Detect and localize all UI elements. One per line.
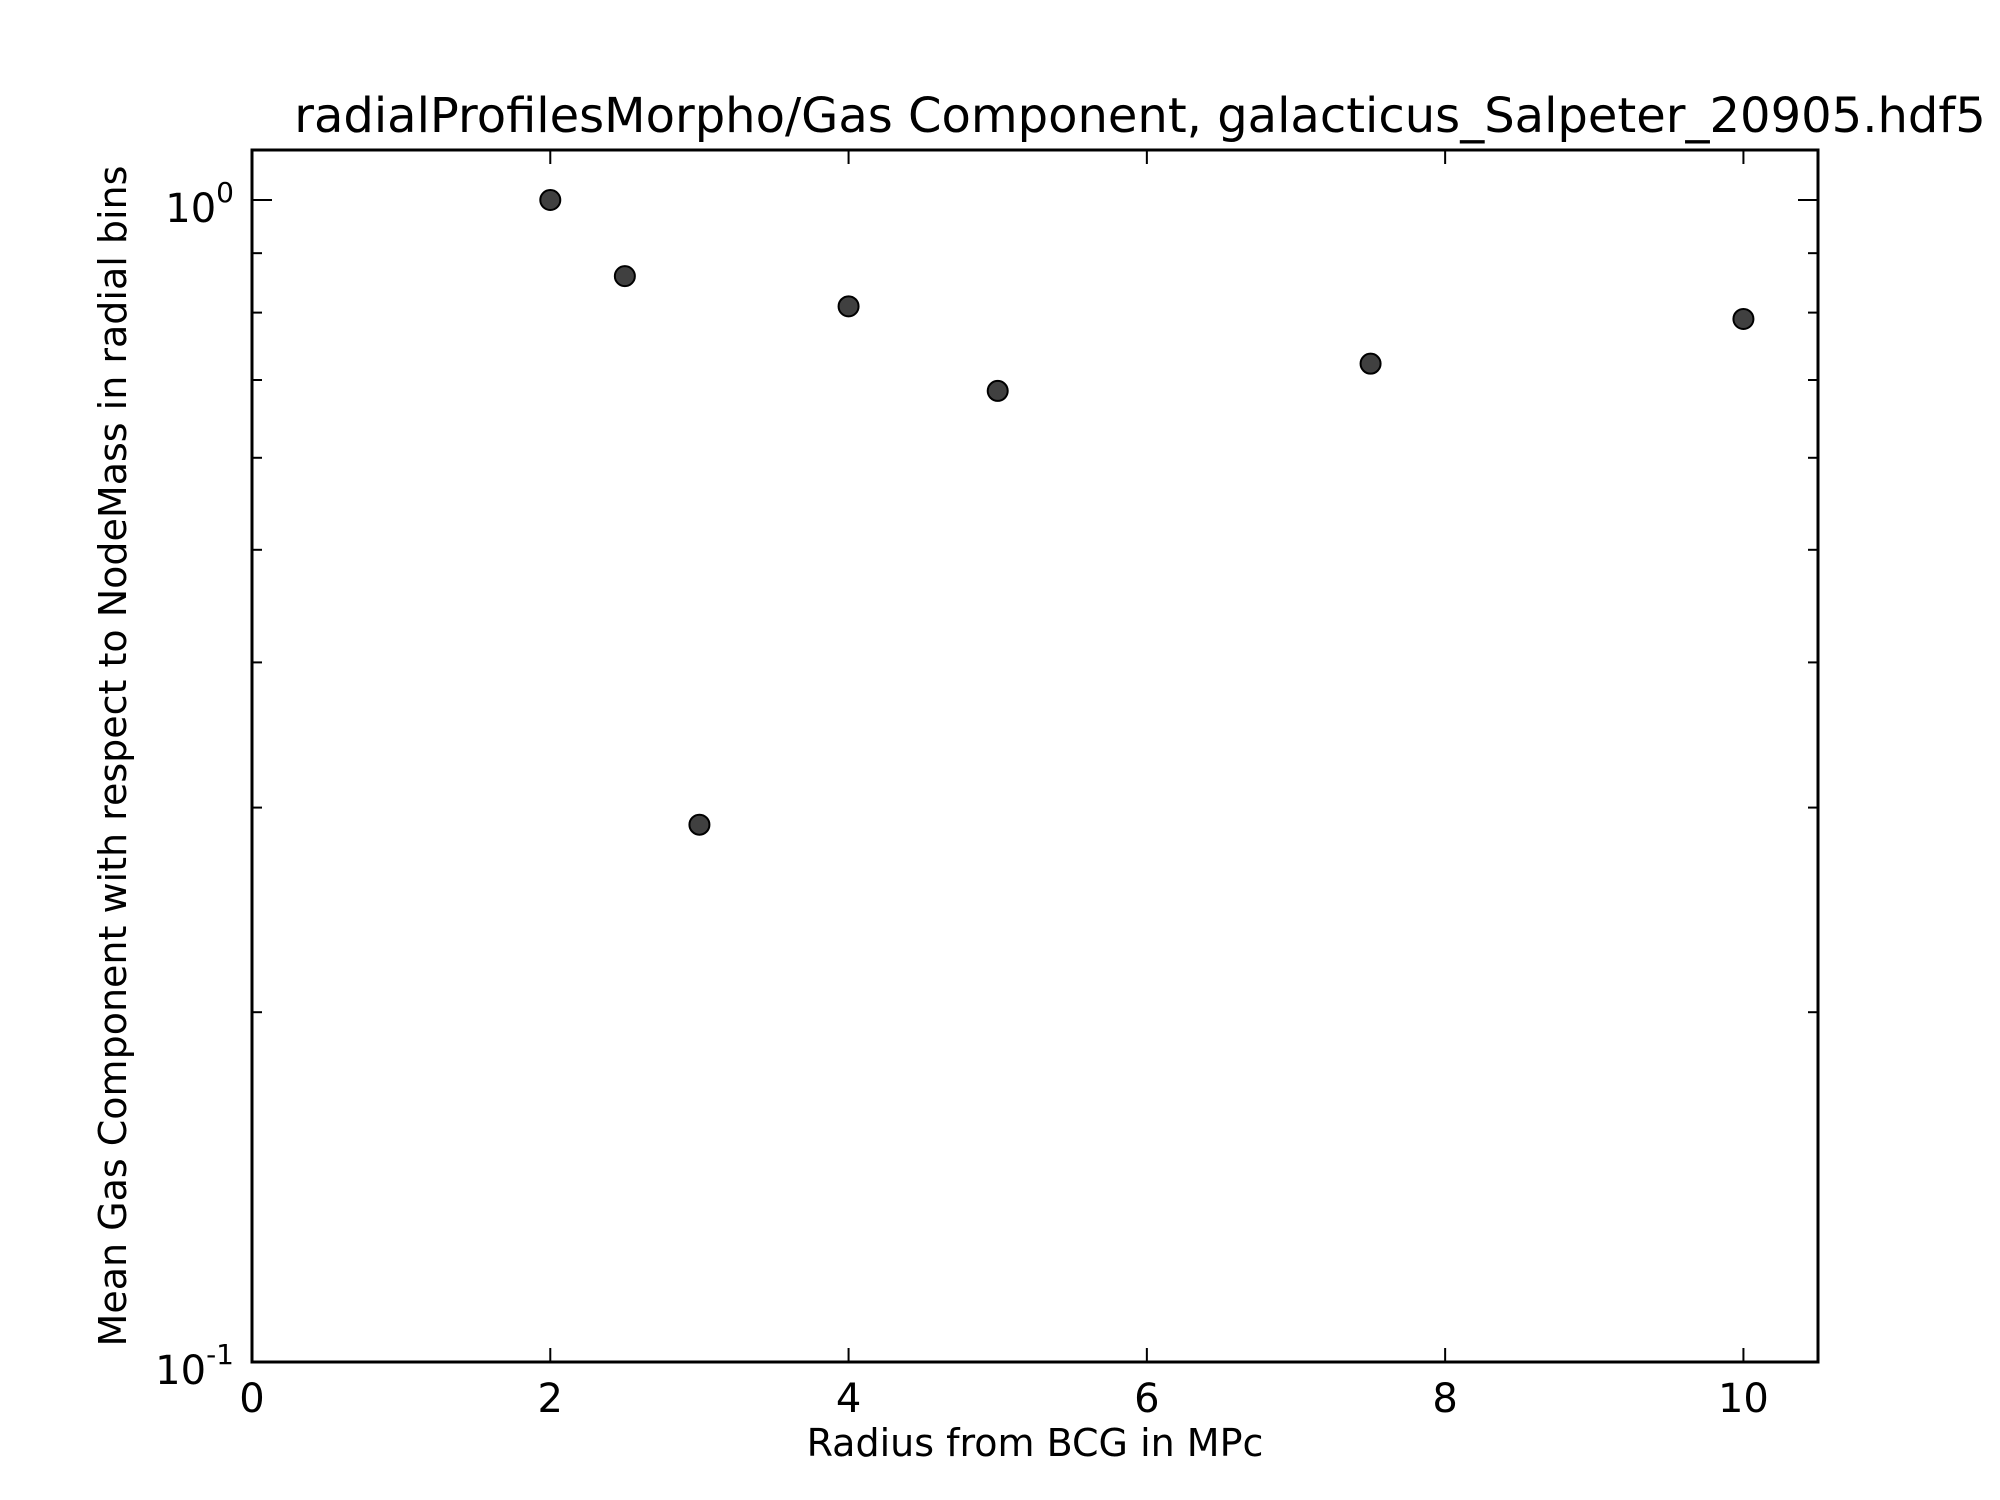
- x-tick-label-8: 8: [1432, 1376, 1457, 1422]
- axis-tick-labels: 0 2 4 6 8 10 100 10-1: [155, 176, 1769, 1422]
- data-point-7: [1732, 307, 1755, 330]
- x-axis-label: Radius from BCG in MPc: [807, 1421, 1264, 1465]
- y-tick-label: 100: [165, 176, 234, 232]
- y-tick-label: 10-1: [155, 1338, 234, 1394]
- x-tick-label-10: 10: [1718, 1376, 1769, 1422]
- x-tick-label-0: 0: [239, 1376, 264, 1422]
- x-tick-label-4: 4: [836, 1376, 861, 1422]
- data-point-6: [1359, 352, 1382, 375]
- data-point-5: [986, 379, 1009, 402]
- data-point-4: [837, 295, 860, 318]
- data-point-1: [539, 189, 562, 211]
- x-tick-label-2: 2: [538, 1376, 563, 1422]
- data-point-3: [688, 813, 711, 836]
- data-point-2: [613, 265, 636, 288]
- y-axis-label: Mean Gas Component with respect to NodeM…: [91, 166, 135, 1347]
- plot-area-frame: [250, 148, 1820, 1364]
- chart-title: radialProfilesMorpho/Gas Component, gala…: [294, 88, 1986, 144]
- data-points: [539, 189, 1755, 836]
- x-tick-label-6: 6: [1134, 1376, 1159, 1422]
